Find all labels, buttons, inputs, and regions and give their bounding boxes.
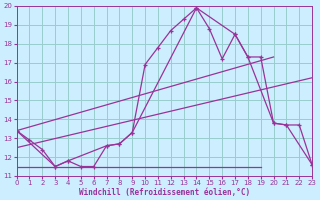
X-axis label: Windchill (Refroidissement éolien,°C): Windchill (Refroidissement éolien,°C) [79,188,250,197]
